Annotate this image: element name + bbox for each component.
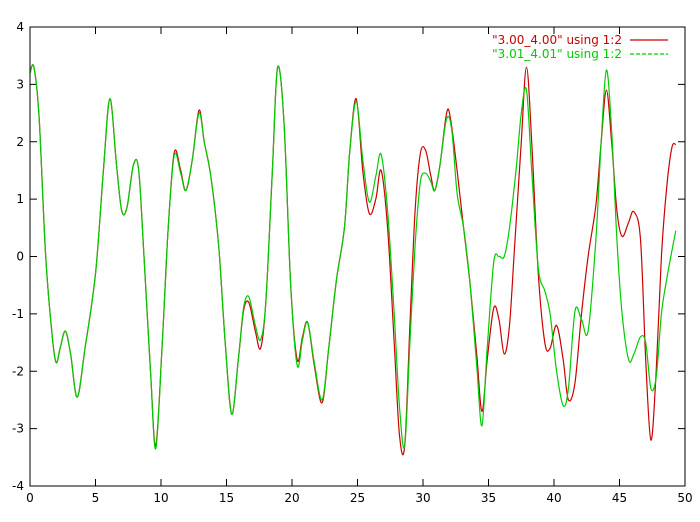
y-tick-label: 0 xyxy=(16,250,24,264)
x-tick-label: 35 xyxy=(481,491,496,505)
x-tick-label: 15 xyxy=(219,491,234,505)
y-tick-label: -2 xyxy=(12,364,24,378)
x-tick-label: 0 xyxy=(26,491,34,505)
x-tick-label: 45 xyxy=(612,491,627,505)
y-tick-label: 2 xyxy=(16,135,24,149)
x-tick-label: 10 xyxy=(153,491,168,505)
y-tick-label: -3 xyxy=(12,422,24,436)
series-line-2 xyxy=(29,64,677,450)
y-tick-label: -4 xyxy=(12,479,24,493)
x-tick-label: 25 xyxy=(350,491,365,505)
y-tick-label: 1 xyxy=(16,192,24,206)
x-tick-label: 20 xyxy=(284,491,299,505)
series-lines xyxy=(29,64,677,456)
plot-frame xyxy=(29,26,686,487)
y-tick-label: -1 xyxy=(12,307,24,321)
x-tick-label: 40 xyxy=(546,491,561,505)
legend: "3.00_4.00" using 1:2"3.01_4.01" using 1… xyxy=(492,33,668,61)
legend-label-2: "3.01_4.01" using 1:2 xyxy=(492,47,622,61)
legend-label-1: "3.00_4.00" using 1:2 xyxy=(492,33,622,47)
y-tick-label: 4 xyxy=(16,20,24,34)
x-tick-label: 5 xyxy=(92,491,100,505)
x-tick-label: 30 xyxy=(415,491,430,505)
x-tick-label: 50 xyxy=(677,491,692,505)
y-tick-label: 3 xyxy=(16,77,24,91)
